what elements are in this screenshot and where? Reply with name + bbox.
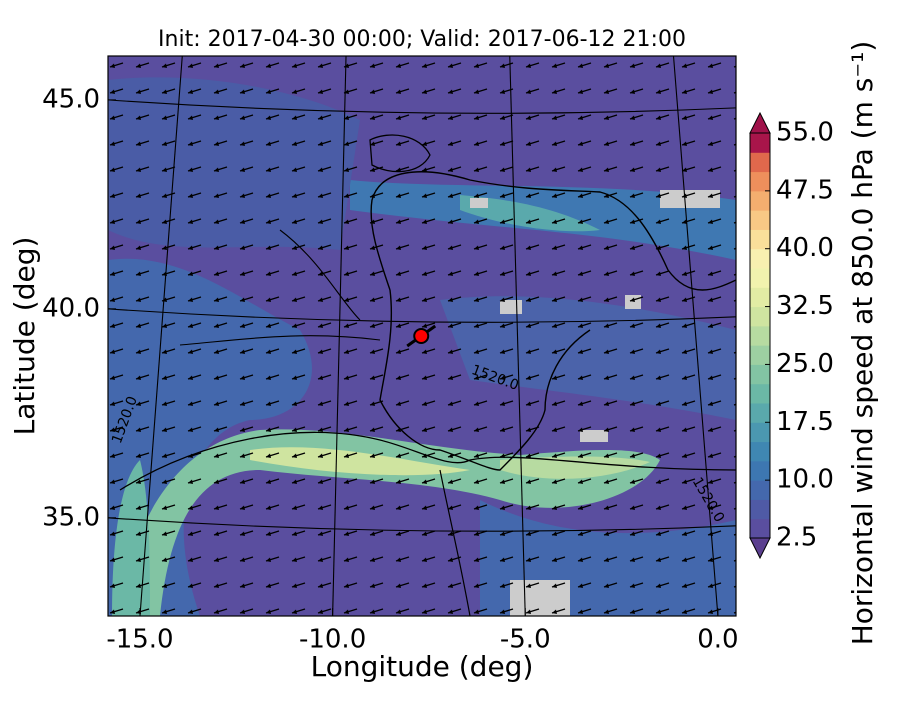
x-tick-label: -5.0 [500,625,551,655]
graticule-lat [107,517,737,532]
x-axis-label: Longitude (deg) [311,650,534,683]
colorbar-tick-label: 2.5 [776,523,817,553]
graticule-lon [139,55,183,617]
colorbar-bin [750,364,770,385]
location-marker [413,328,430,344]
x-tick-label: -15.0 [106,625,173,655]
colorbar-bin [750,248,770,269]
colorbar-bin [750,287,770,308]
y-tick-label: 40.0 [42,293,100,323]
graticule-lon [672,55,719,617]
colorbar-bin [750,171,770,192]
colorbar-over [749,111,771,134]
graticule-lat [107,308,737,323]
colorbar-bin [750,229,770,250]
colorbar-bin [750,210,770,230]
colorbar-under [749,537,771,560]
graticule-lat [107,99,737,114]
colorbar-tick-label: 25.0 [776,349,834,379]
y-tick-label: 45.0 [42,84,100,114]
colorbar-tick-label: 10.0 [776,465,834,495]
colorbar-bin [750,383,770,404]
colorbar-label: Horizontal wind speed at 850.0 hPa (m s⁻… [846,41,879,646]
colorbar-bin [750,460,770,481]
plot-frame [107,55,737,617]
colorbar-tick-label: 55.0 [776,118,834,148]
colorbar-bin [750,152,770,173]
colorbar-bin [750,345,770,365]
colorbar-bin [750,518,770,539]
colorbar-bin [750,422,770,443]
colorbar-frame [749,132,771,539]
chart-title: Init: 2017-04-30 00:00; Valid: 2017-06-1… [158,27,686,52]
y-tick-label: 35.0 [42,502,100,532]
colorbar-tick-label: 40.0 [776,233,834,263]
colorbar-bin [750,325,770,346]
colorbar-bin [750,499,770,520]
colorbar-tick-label: 47.5 [776,175,834,205]
graticule-lon [509,55,526,617]
colorbar-bin [750,133,770,153]
colorbar-bin [750,268,770,288]
colorbar-tick-label: 32.5 [776,291,834,321]
colorbar-bin [750,441,770,462]
x-tick-label: 0.0 [697,625,738,655]
y-axis-label: Latitude (deg) [8,237,41,436]
colorbar-bin [750,190,770,211]
colorbar-bin [750,480,770,500]
colorbar-bin [750,403,770,423]
map-field [108,56,736,616]
colorbar-tick-label: 17.5 [776,407,834,437]
colorbar-bin [750,306,770,327]
graticule-lon [332,55,347,617]
x-tick-label: -10.0 [299,625,366,655]
